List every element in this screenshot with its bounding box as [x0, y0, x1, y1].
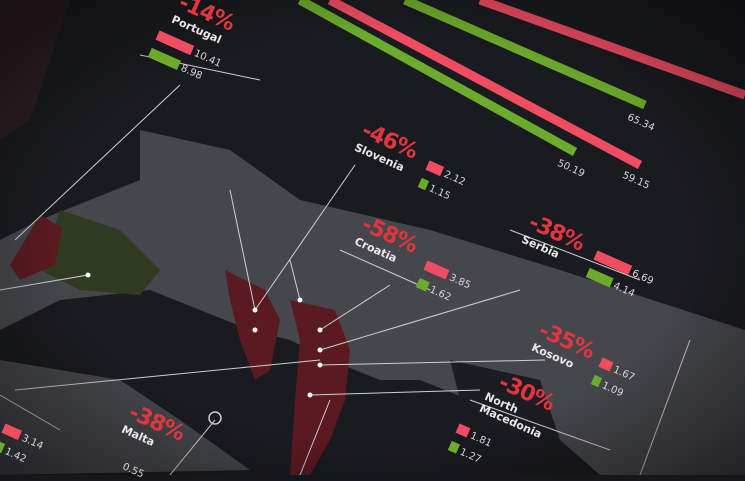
before-value: 0.55: [120, 461, 146, 481]
before-bar: [455, 423, 471, 438]
before-bar: [598, 357, 614, 372]
after-bar: [415, 277, 431, 291]
after-bar: [447, 440, 461, 454]
